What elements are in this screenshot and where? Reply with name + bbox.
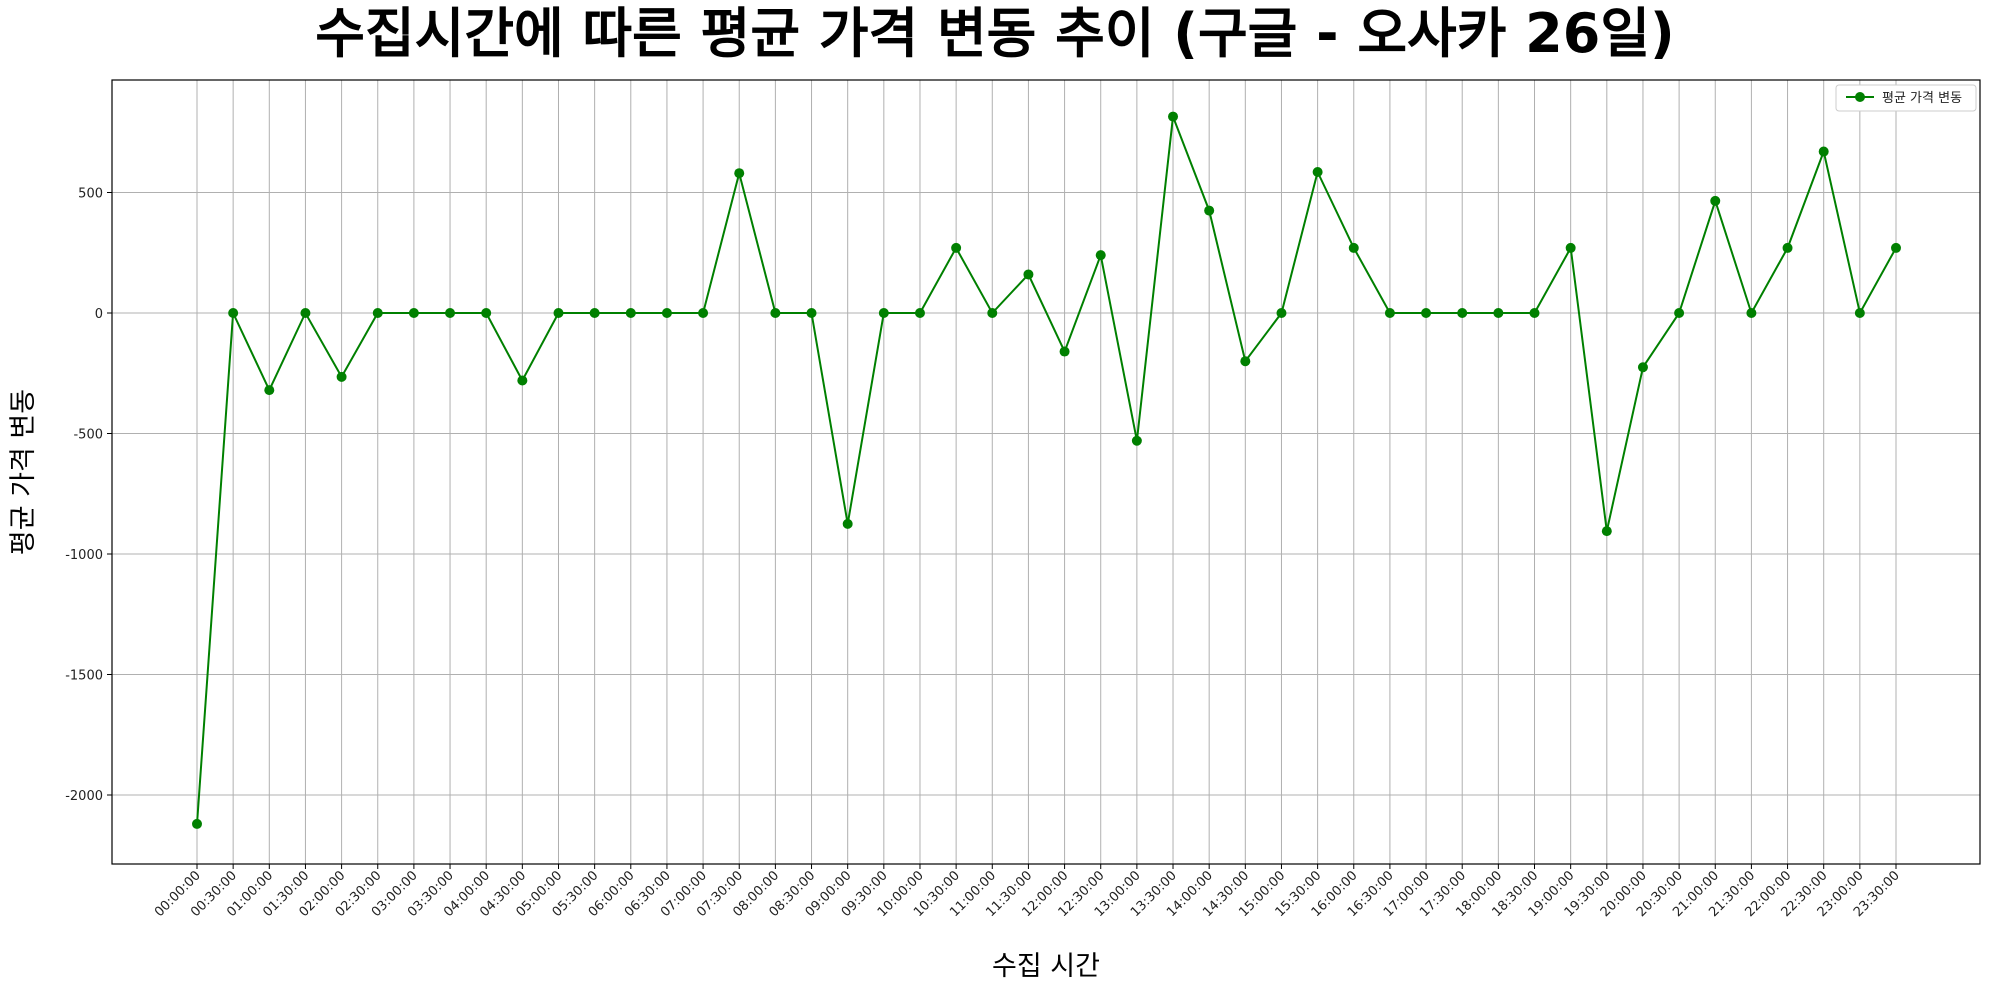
data-point: [1059, 346, 1070, 357]
data-point: [1204, 205, 1215, 216]
data-point: [1891, 242, 1901, 253]
data-point: [878, 308, 889, 318]
data-point: [1457, 308, 1468, 318]
data-point: [1240, 356, 1251, 367]
data-point: [589, 308, 600, 318]
data-point: [661, 308, 672, 318]
legend-marker: [1855, 92, 1865, 102]
data-point: [1168, 111, 1179, 122]
data-point: [1710, 195, 1721, 206]
grid: [112, 80, 1980, 864]
x-axis-ticks: 00:00:0000:30:0001:00:0001:30:0002:00:00…: [152, 864, 1903, 920]
data-point: [1637, 362, 1648, 373]
data-point: [481, 308, 492, 318]
data-point: [1854, 308, 1865, 318]
series-line: [196, 116, 1897, 824]
data-point: [1818, 146, 1829, 157]
data-point: [625, 308, 636, 318]
data-point: [914, 308, 925, 318]
legend-box: [1835, 84, 1977, 112]
data-point: [445, 308, 456, 318]
data-point: [1131, 435, 1142, 446]
data-point: [517, 375, 528, 386]
data-point: [1493, 308, 1504, 318]
data-point: [408, 308, 419, 318]
data-point: [336, 371, 347, 382]
data-point: [372, 308, 383, 318]
data-point: [1312, 167, 1323, 178]
data-point: [951, 242, 962, 253]
data-point: [1601, 526, 1612, 537]
data-point: [300, 308, 311, 318]
data-point: [553, 308, 564, 318]
y-axis-label: 평균 가격 변동: [8, 389, 39, 555]
data-point: [842, 518, 853, 529]
data-point: [1421, 308, 1432, 318]
y-tick-label: 500: [78, 187, 103, 202]
data-point: [806, 308, 817, 318]
data-point: [1674, 308, 1685, 318]
y-axis-ticks: 500 0 -500 -1000 -1500 -2000: [65, 187, 112, 804]
data-point: [1746, 308, 1757, 318]
data-point: [1529, 308, 1540, 318]
data-point: [987, 308, 998, 318]
y-tick-label: -500: [73, 428, 103, 443]
series-group: [192, 111, 1901, 829]
data-point: [698, 308, 709, 318]
data-point: [1348, 242, 1359, 253]
x-axis-label: 수집 시간: [992, 951, 1100, 982]
y-tick-label: -1000: [65, 548, 103, 563]
data-point: [770, 308, 781, 318]
data-point: [192, 818, 202, 829]
data-point: [1384, 308, 1395, 318]
data-point: [1023, 269, 1034, 280]
data-point: [734, 168, 745, 179]
data-point: [1782, 242, 1793, 253]
data-point: [228, 308, 239, 318]
data-point: [1276, 308, 1287, 318]
data-point: [1565, 242, 1576, 253]
y-tick-label: -1500: [65, 669, 103, 684]
y-tick-label: 0: [95, 307, 103, 322]
y-tick-label: -2000: [65, 789, 103, 804]
legend-label: 평균 가격 변동: [1882, 91, 1962, 106]
legend: 평균 가격 변동: [1835, 84, 1977, 112]
data-point: [1095, 250, 1106, 261]
data-point: [264, 385, 275, 396]
chart-title: 수집시간에 따른 평균 가격 변동 추이 (구글 - 오사카 26일): [315, 2, 1674, 65]
plot-frame: [111, 79, 1981, 865]
